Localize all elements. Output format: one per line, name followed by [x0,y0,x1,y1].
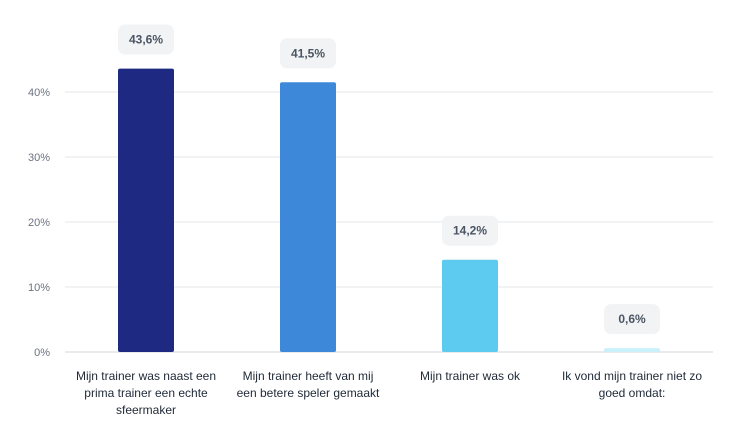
y-axis: 0% 10% 20% 30% 40% [28,87,50,359]
x-axis: Mijn trainer was naast een prima trainer … [76,369,702,417]
category-label: prima trainer een echte [84,386,208,400]
bar [604,348,660,352]
category-label: Ik vond mijn trainer niet zo [562,369,702,383]
value-label-pill [118,24,174,55]
y-tick-label: 0% [34,347,50,359]
value-label: 0,6% [618,312,646,326]
bar [442,259,498,352]
bar [280,82,336,352]
category-label: Mijn trainer was ok [420,369,521,383]
category-label: Mijn trainer heeft van mij [243,369,374,383]
y-tick-label: 20% [28,217,50,229]
category-label: Mijn trainer was naast een [76,369,216,383]
value-label-pill [604,304,660,335]
category-label: sfeermaker [116,403,176,417]
y-tick-label: 10% [28,282,50,294]
category-label: goed omdat: [599,386,666,400]
value-label-pill [280,38,336,69]
bar [118,68,174,352]
bars [118,68,660,352]
value-label: 41,5% [291,46,325,60]
value-label: 43,6% [129,33,163,47]
value-label: 14,2% [453,224,487,238]
value-label-pill [442,215,498,246]
value-labels: 43,6% 41,5% 14,2% 0,6% [118,24,660,335]
category-label: een betere speler gemaakt [237,386,380,400]
y-tick-label: 40% [28,87,50,99]
y-tick-label: 30% [28,152,50,164]
